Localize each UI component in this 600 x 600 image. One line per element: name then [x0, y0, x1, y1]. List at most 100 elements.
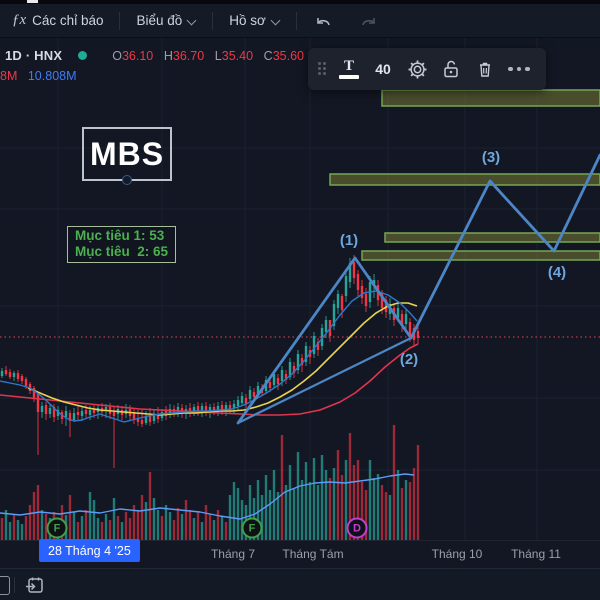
candle-body — [152, 415, 156, 421]
candle-body — [144, 417, 148, 423]
volume-bar — [128, 518, 132, 540]
candle-body — [284, 374, 288, 380]
candle-body — [232, 404, 236, 408]
volume-bar — [164, 505, 168, 540]
redo-button[interactable] — [346, 14, 391, 28]
volume-bar — [76, 522, 80, 540]
target-line-1: Mục tiêu 1: 53 — [75, 228, 165, 243]
volume-bar — [280, 435, 284, 540]
target-zone-rect[interactable] — [384, 232, 600, 243]
drawing-anchor-handle[interactable] — [122, 175, 132, 185]
volume-bar — [404, 480, 408, 540]
volume-bar — [188, 510, 192, 540]
volume-bar — [292, 488, 296, 540]
elliott-trend-line[interactable] — [236, 153, 600, 425]
candle-body — [360, 286, 364, 298]
candle-body — [176, 407, 180, 412]
volume-bar — [180, 514, 184, 540]
volume-bar — [220, 516, 224, 540]
goto-date-button[interactable] — [25, 575, 45, 600]
volume-bar — [100, 522, 104, 540]
volume-bar — [388, 495, 392, 540]
volume-bar — [196, 512, 200, 540]
volume-bar — [236, 488, 240, 540]
candle-body — [140, 420, 144, 424]
symbol-header[interactable]: 1D · HNX O36.10 H36.70 L35.40 C35.60 -0 — [5, 48, 325, 63]
candle-body — [200, 406, 204, 410]
target-zone-rect[interactable] — [329, 173, 600, 186]
wave-label[interactable]: (4) — [548, 264, 566, 281]
wave-label[interactable]: (2) — [400, 351, 418, 368]
text-color-button[interactable]: T — [333, 53, 365, 85]
candle-body — [220, 405, 224, 410]
drag-handle-icon[interactable] — [318, 62, 327, 76]
target-zone-rect[interactable] — [381, 89, 600, 107]
lock-button[interactable] — [435, 53, 467, 85]
candle-body — [332, 304, 336, 326]
volume-bar — [224, 522, 228, 540]
candle-body — [296, 354, 300, 370]
main-toolbar: ƒx Các chỉ báo Biểu đồ Hồ sơ — [0, 4, 600, 38]
wave-label[interactable]: (3) — [482, 149, 500, 166]
volume-ma-value: 10.808M — [27, 69, 77, 83]
candle-body — [256, 386, 260, 395]
settings-button[interactable] — [401, 53, 433, 85]
volume-bar — [308, 482, 312, 540]
event-marker-circle[interactable] — [46, 517, 68, 539]
candle-body — [372, 280, 376, 284]
indicators-label: Các chỉ báo — [32, 13, 104, 28]
timeframe-exchange: 1D · HNX — [5, 48, 63, 63]
volume-bar — [184, 500, 188, 540]
profile-menu-button[interactable]: Hồ sơ — [217, 4, 292, 37]
indicators-button[interactable]: ƒx Các chỉ báo — [0, 4, 115, 37]
volume-bar — [336, 450, 340, 540]
volume-bar — [200, 522, 204, 540]
volume-bar — [80, 516, 84, 540]
volume-bar — [376, 474, 380, 540]
candle-body — [56, 410, 60, 416]
volume-bar — [108, 520, 112, 540]
candle-body — [64, 411, 68, 417]
event-marker-letter: F — [54, 522, 61, 534]
candle-body — [148, 416, 152, 422]
volume-bar — [272, 470, 276, 540]
trash-icon — [480, 62, 490, 77]
undo-button[interactable] — [301, 14, 346, 28]
candle-body — [36, 394, 40, 412]
volume-bar — [344, 460, 348, 540]
candle-body — [192, 407, 196, 411]
candle-body — [300, 358, 304, 365]
candle-body — [384, 300, 388, 312]
candle-body — [8, 372, 12, 377]
candle-body — [240, 396, 244, 403]
volume-bar — [176, 508, 180, 540]
date-axis[interactable]: Tháng 7 Tháng Tám Tháng 10 Tháng 11 — [0, 540, 600, 569]
volume-bar — [276, 492, 280, 540]
candle-body — [136, 418, 140, 422]
volume-row: 8M 10.808M — [0, 69, 77, 83]
volume-bar — [96, 518, 100, 540]
wave-label[interactable]: (1) — [340, 232, 358, 249]
event-marker-circle[interactable] — [241, 517, 263, 539]
font-size-button[interactable]: 40 — [367, 53, 399, 85]
volume-bar — [168, 512, 172, 540]
volume-bar — [28, 505, 32, 540]
volume-bar — [40, 510, 44, 540]
bottom-statusbar — [0, 568, 600, 600]
chart-menu-button[interactable]: Biểu đồ — [124, 4, 208, 37]
more-options-button[interactable] — [503, 53, 535, 85]
ohlc-values: O36.10 H36.70 L35.40 C35.60 -0 — [105, 48, 325, 63]
drawing-toolbar: T 40 — [308, 48, 546, 90]
candle-body — [304, 346, 308, 362]
watermark-text-drawing[interactable]: MBS — [82, 127, 172, 185]
open-value: 36.10 — [121, 49, 154, 63]
target-zone-rect[interactable] — [361, 250, 600, 261]
ma-slow-line — [0, 343, 419, 416]
wedge-lower-line[interactable] — [237, 337, 412, 424]
delete-button[interactable] — [469, 53, 501, 85]
volume-bar — [112, 498, 116, 540]
profile-menu-label: Hồ sơ — [229, 13, 266, 28]
event-marker-circle[interactable] — [346, 517, 368, 539]
candle-body — [216, 406, 220, 410]
price-target-note[interactable]: Mục tiêu 1: 53 Mục tiêu 2: 65 — [67, 226, 177, 263]
